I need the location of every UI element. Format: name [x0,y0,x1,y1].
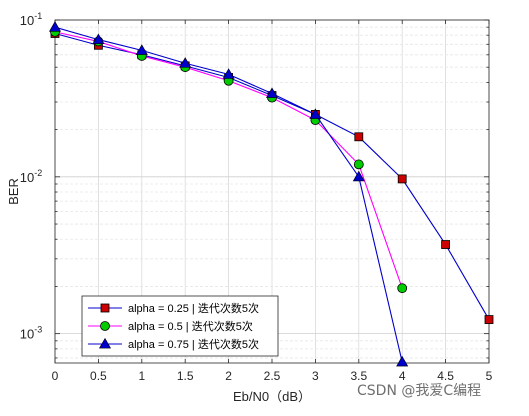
legend-entry: alpha = 0.75 | 迭代次数5次 [128,337,259,351]
data-point [92,33,105,45]
x-tick-label: 1.5 [177,369,194,383]
x-tick-label: 4.5 [437,369,454,383]
legend-entry: alpha = 0.25 | 迭代次数5次 [128,301,259,315]
series-3 [48,21,409,367]
data-point [354,132,364,142]
legend-marker [100,321,110,331]
data-point [265,87,279,98]
y-tick-label: 10-2 [20,168,42,185]
data-point [441,240,451,249]
data-point [397,174,407,184]
x-axis-label: Eb/N0（dB） [233,389,311,404]
x-tick-label: 4 [399,369,406,383]
data-point [352,170,365,182]
x-tick-label: 2.5 [264,369,281,383]
y-tick-label: 10-1 [20,11,42,28]
legend: alpha = 0.25 | 迭代次数5次 alpha = 0.5 | 迭代次数5… [81,295,279,357]
x-tick-label: 5 [486,369,493,383]
x-tick-label: 0.5 [90,369,107,383]
data-point [179,57,192,68]
legend-marker [98,337,112,349]
legend-marker [100,303,110,313]
data-point [484,315,494,324]
data-point [396,355,409,367]
x-tick-label: 3 [312,369,319,383]
data-point [222,68,235,79]
data-point [135,44,148,55]
x-tick-label: 1 [138,369,145,383]
data-point [397,283,408,294]
x-tick-label: 3.5 [350,369,367,383]
watermark: CSDN @我爱C编程 [357,383,482,399]
x-tick-label: 0 [52,369,59,383]
data-point [48,21,62,32]
legend-entry: alpha = 0.5 | 迭代次数5次 [128,319,253,333]
data-point [353,159,364,170]
x-tick-label: 2 [225,369,232,383]
y-axis-label: BER [6,178,21,205]
data-point [309,108,322,119]
y-tick-label: 10-3 [20,325,42,342]
